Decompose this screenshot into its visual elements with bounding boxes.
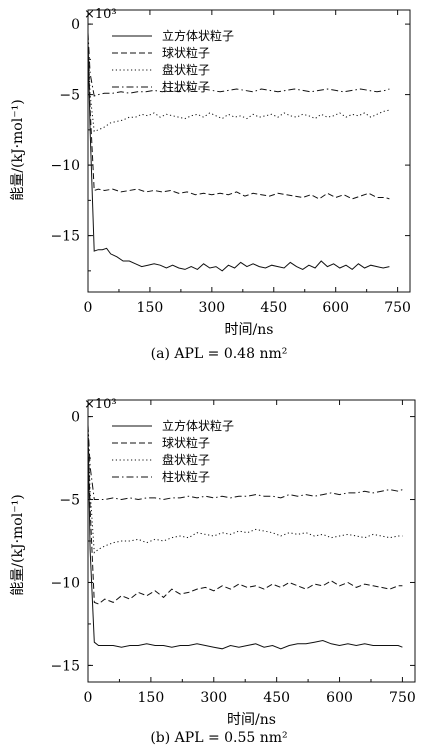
y-tick-label: −15 (50, 229, 80, 245)
y-tick-label: −15 (50, 658, 80, 674)
legend-label: 盘状粒子 (162, 452, 210, 467)
series-line-solid (87, 433, 403, 650)
x-axis-label: 时间/ns (227, 712, 276, 728)
x-tick-label: 150 (137, 300, 164, 316)
y-axis-label: 能量/(kJ·mol⁻¹) (10, 99, 26, 200)
x-tick-label: 300 (200, 690, 227, 706)
x-tick-label: 600 (322, 300, 349, 316)
series-line-dashed (87, 429, 403, 605)
x-tick-label: 750 (384, 300, 411, 316)
chart-panel-b: ×10³ 0 150 300 450 600 750 0 −5 −10 −15 时间/ns 能量/(kJ… (10, 397, 416, 746)
y-tick-label: 0 (71, 17, 80, 33)
x-tick-label: 750 (389, 690, 416, 706)
plot-frame (87, 9, 411, 293)
series-line-dashdot (87, 424, 403, 501)
panel-caption: (b) APL = 0.55 nm² (150, 730, 287, 746)
x-tick-label: 0 (84, 300, 93, 316)
y-tick-label: −10 (50, 158, 80, 174)
x-tick-label: 300 (198, 300, 225, 316)
series-line-dashdot (87, 32, 390, 97)
legend-label: 立方体状粒子 (162, 28, 234, 43)
y-tick-label: 0 (71, 410, 80, 426)
y-multiplier-label: ×10³ (84, 7, 117, 22)
panel-caption: (a) APL = 0.48 nm² (151, 346, 288, 362)
x-tick-label: 450 (263, 690, 290, 706)
legend-label: 柱状粒子 (162, 79, 210, 94)
series-line-dashed (87, 38, 390, 200)
legend-label: 柱状粒子 (162, 469, 210, 484)
y-multiplier-label: ×10³ (84, 397, 117, 412)
legend-label: 盘状粒子 (162, 62, 210, 77)
x-tick-label: 150 (138, 690, 165, 706)
x-tick-label: 450 (260, 300, 287, 316)
legend-label: 球状粒子 (162, 45, 210, 60)
x-axis-label: 时间/ns (225, 322, 274, 338)
y-tick-label: −10 (50, 575, 80, 591)
y-axis-label: 能量/(kJ·mol⁻¹) (10, 494, 26, 595)
plot-frame (87, 399, 416, 683)
legend-label: 立方体状粒子 (162, 418, 234, 433)
chart-panel-a: ×10³ 0 150 300 450 600 750 0 −5 −10 −15 时间/ns 能量/(kJ… (10, 7, 411, 362)
x-tick-label: 600 (326, 690, 353, 706)
series-line-dotted (87, 35, 390, 132)
y-tick-label: −5 (59, 493, 80, 509)
x-tick-label: 0 (84, 690, 93, 706)
series-line-dotted (87, 426, 403, 554)
y-tick-label: −5 (59, 88, 80, 104)
legend-label: 球状粒子 (162, 435, 210, 450)
series-line-solid (87, 40, 390, 272)
